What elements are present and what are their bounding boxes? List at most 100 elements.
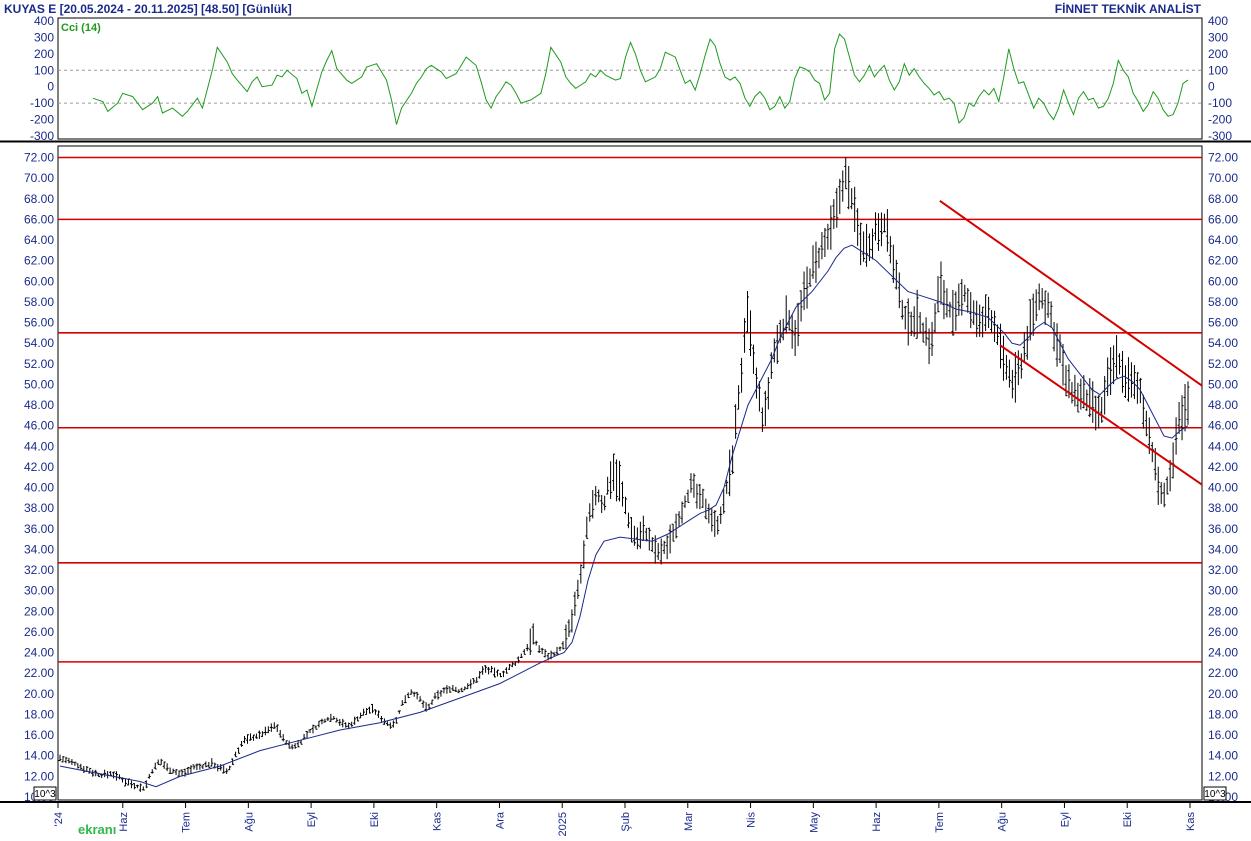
ohlc-bar [1100,397,1104,423]
ohlc-bar [64,756,68,764]
price-tick-label-left: 62.00 [24,254,54,268]
price-tick-label-left: 30.00 [24,584,54,598]
ohlc-bar [153,762,157,770]
ohlc-bar [475,677,479,683]
ohlc-bar [638,521,642,549]
ohlc-bar [686,489,690,503]
ohlc-bar [266,726,270,734]
ohlc-bar [174,769,178,776]
ohlc-bar [1118,353,1122,375]
ohlc-bar [963,284,967,302]
ohlc-bar [73,761,77,766]
ohlc-bar [713,510,717,537]
ohlc-bar [132,783,136,790]
ohlc-bar [141,786,145,791]
ohlc-bar [320,718,324,725]
ohlc-bar [1031,293,1035,336]
moving-average-line [59,244,1189,788]
ohlc-bar [109,771,113,776]
ohlc-bar [748,310,752,357]
ohlc-bar [91,769,95,777]
cci-tick-label-left: -300 [30,129,54,143]
ohlc-bar [498,673,502,678]
price-tick-label-right: 12.00 [1208,769,1238,783]
symbol-info: KUYAS E [20.05.2024 - 20.11.2025] [48.50… [4,2,292,16]
ohlc-bar [862,231,866,262]
ohlc-bar [996,324,1000,346]
ohlc-bar [942,279,946,320]
provider-name: FİNNET TEKNİK ANALİST [1055,1,1202,16]
ohlc-bar [984,294,988,332]
ohlc-bar [70,759,74,765]
ohlc-bar [647,527,651,551]
ohlc-bar [600,494,604,513]
cci-label: Cci (14) [61,22,101,34]
ohlc-bar [463,686,467,691]
ohlc-bar [1040,288,1044,309]
price-tick-label-left: 44.00 [24,439,54,453]
ohlc-bar [162,761,166,769]
ohlc-bar [793,320,797,356]
price-tick-label-left: 50.00 [24,377,54,391]
x-tick-label: Mar [683,812,695,831]
ohlc-bar [501,670,505,678]
price-tick-label-left: 52.00 [24,357,54,371]
ohlc-bar [353,716,357,725]
ohlc-bar [594,485,598,506]
ohlc-bar [207,762,211,768]
cci-tick-label-left: 200 [34,47,54,61]
ohlc-bar [204,761,208,768]
cci-tick-label-right: -200 [1208,113,1232,127]
price-tick-label-left: 24.00 [24,646,54,660]
ohlc-bar [103,769,107,778]
x-tick-label: Ara [494,811,506,829]
ohlc-bar [272,722,276,729]
ohlc-bar [1186,381,1190,425]
ohlc-bar [513,661,517,666]
ohlc-bar [662,540,666,554]
ohlc-bar [844,157,848,190]
price-tick-label-right: 46.00 [1208,419,1238,433]
price-tick-label-left: 22.00 [24,666,54,680]
price-tick-label-right: 36.00 [1208,522,1238,536]
ohlc-bar [978,304,982,337]
ohlc-bar [769,352,773,379]
ohlc-bar [490,666,494,673]
ohlc-bar [388,722,392,729]
price-tick-label-left: 54.00 [24,336,54,350]
ohlc-bar [1046,292,1050,318]
ohlc-bar [368,706,372,714]
ohlc-bar [623,496,627,515]
x-tick-label: Şub [620,812,632,832]
ohlc-bar [760,407,764,432]
ohlc-bar [606,476,610,495]
ohlc-bar [371,703,375,714]
ohlc-bar [210,758,214,767]
ohlc-bar [243,735,247,744]
ohlc-bar [1037,283,1041,311]
price-tick-label-right: 66.00 [1208,212,1238,226]
price-tick-label-left: 32.00 [24,563,54,577]
ohlc-bar [1183,384,1187,432]
ohlc-bar [754,367,758,399]
ohlc-bar [850,188,854,210]
ohlc-bar [240,740,244,747]
x-tick-label: Haz [118,812,130,832]
ohlc-bar [504,667,508,674]
price-tick-label-left: 56.00 [24,316,54,330]
ohlc-bar [1070,382,1074,404]
x-tick-label: Ağu [243,812,255,832]
ohlc-bar [960,279,964,316]
ohlc-bar [954,291,958,331]
ohlc-bar [540,647,544,655]
price-tick-label-left: 34.00 [24,542,54,556]
ohlc-bar [451,684,455,692]
ohlc-bar [945,288,949,318]
price-tick-label-left: 20.00 [24,687,54,701]
ohlc-bar [293,743,297,749]
ohlc-bar [525,644,529,652]
ohlc-bar [921,322,925,343]
ohlc-bar [528,628,532,655]
ohlc-bar [832,199,836,229]
ohlc-bar [743,318,747,353]
